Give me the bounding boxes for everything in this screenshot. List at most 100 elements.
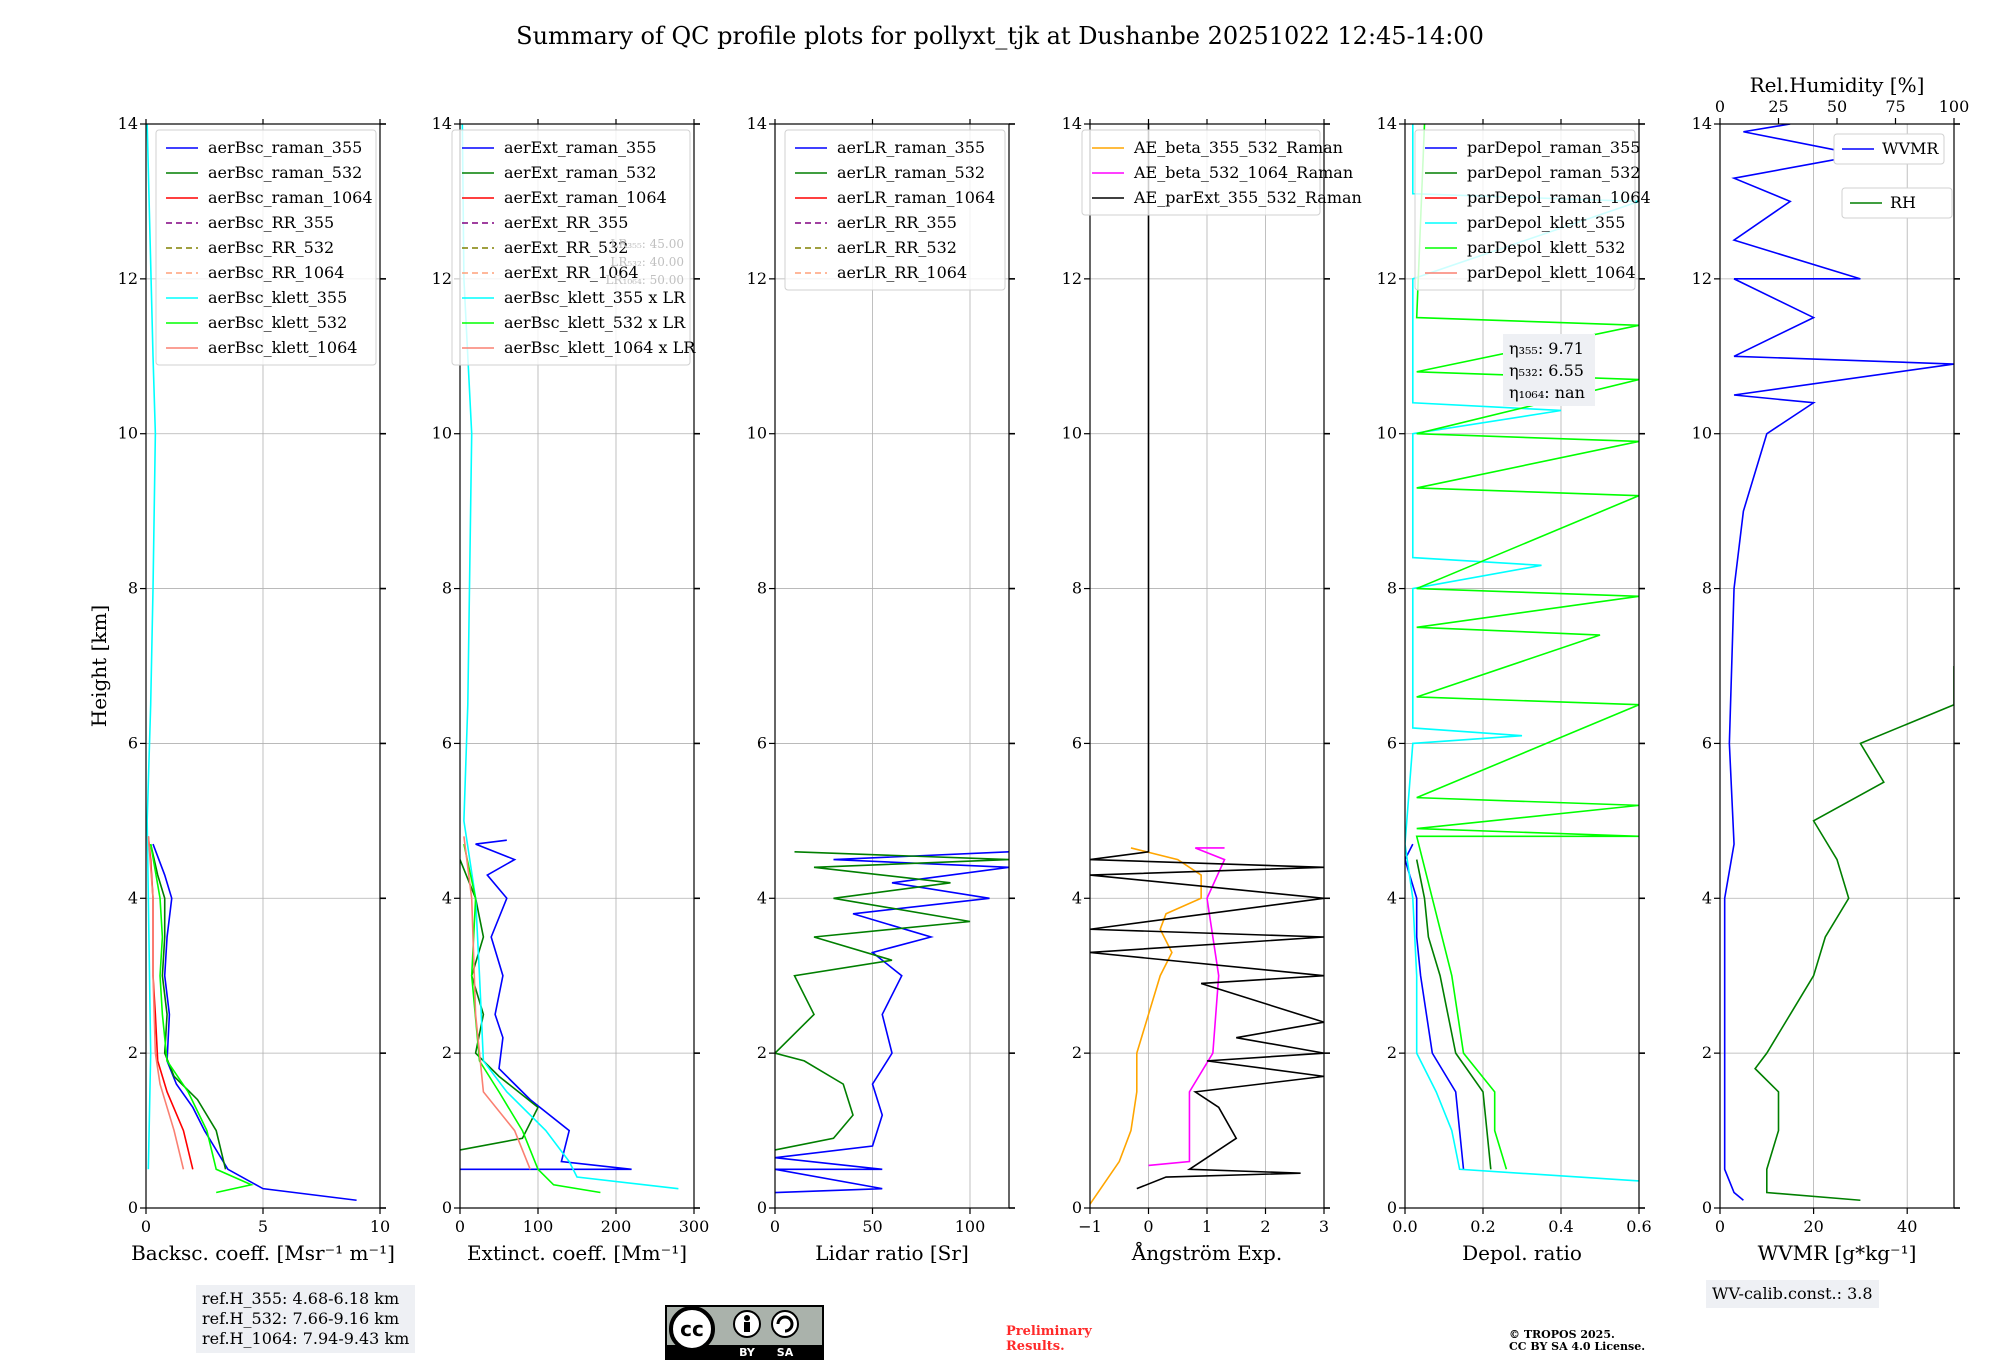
y-tick-label: 6 xyxy=(1702,733,1712,752)
y-tick-label: 14 xyxy=(1377,114,1397,133)
legend-label: AE_parExt_355_532_Raman xyxy=(1133,188,1362,207)
series-group xyxy=(1723,124,1954,1202)
sa-share-icon xyxy=(771,1310,799,1338)
legend-label: aerBsc_RR_1064 xyxy=(208,263,344,282)
y-tick-label: 4 xyxy=(442,888,452,907)
y-tick-label: 6 xyxy=(1387,733,1397,752)
series-group xyxy=(775,851,1009,1194)
series-AE_beta_355_532_Raman xyxy=(1090,847,1202,1205)
preliminary-results-note: Preliminary Results. xyxy=(1006,1324,1092,1354)
y-tick-label: 2 xyxy=(1072,1043,1082,1062)
y-tick-label: 6 xyxy=(442,733,452,752)
lidar-ratio-annotation: LR₅₃₂: 40.00 xyxy=(610,255,684,269)
x-tick-label: 0 xyxy=(770,1217,780,1236)
top-x-tick-label: 50 xyxy=(1827,97,1847,116)
panel-lidar-ratio xyxy=(769,119,1015,1214)
panel-extinction xyxy=(451,119,700,1214)
x-axis-label: Extinct. coeff. [Mm⁻¹] xyxy=(467,1241,687,1265)
legend-label: aerBsc_raman_532 xyxy=(208,163,362,182)
y-tick-label: 0 xyxy=(1072,1198,1082,1217)
series-aerBsc_raman_532 xyxy=(149,843,227,1170)
series-aerBsc_klett_532 x LR xyxy=(463,843,601,1194)
y-tick-label: 8 xyxy=(1702,579,1712,598)
y-tick-label: 0 xyxy=(128,1198,138,1217)
series-group xyxy=(146,124,357,1202)
x-tick-label: 0 xyxy=(455,1217,465,1236)
legend-box xyxy=(155,129,377,366)
y-tick-label: 0 xyxy=(1387,1198,1397,1217)
axes-frame xyxy=(1404,123,1640,1209)
y-axis-label: Height [km] xyxy=(87,605,111,727)
series-RH xyxy=(1754,666,1954,1202)
legend-label: aerBsc_raman_355 xyxy=(208,138,362,157)
x-tick-label: 300 xyxy=(679,1217,710,1236)
series-group xyxy=(1090,124,1324,1205)
y-tick-label: 0 xyxy=(757,1198,767,1217)
eta-annotation: η₃₅₅: 9.71 xyxy=(1509,339,1584,358)
y-tick-label: 14 xyxy=(1692,114,1712,133)
x-axis-label: Ångström Exp. xyxy=(1131,1240,1282,1265)
y-tick-label: 4 xyxy=(1702,888,1712,907)
y-tick-label: 10 xyxy=(1692,424,1712,443)
series-aerBsc_klett_1064 xyxy=(147,836,185,1170)
legend-box xyxy=(1841,187,1953,219)
top-x-tick-label: 75 xyxy=(1885,97,1905,116)
x-tick-label: 0.0 xyxy=(1392,1217,1417,1236)
y-tick-label: 10 xyxy=(432,424,452,443)
legend-label: aerBsc_klett_1064 xyxy=(208,338,357,357)
legend-label: aerBsc_klett_532 x LR xyxy=(504,313,686,332)
x-axis-label: WVMR [g*kg⁻¹] xyxy=(1758,1241,1917,1265)
cc-circle-icon xyxy=(669,1306,715,1352)
reference-height-box: ref.H_355: 4.68-6.18 km ref.H_532: 7.66-… xyxy=(196,1285,416,1353)
y-tick-label: 10 xyxy=(118,424,138,443)
cc-text: cc xyxy=(680,1317,704,1341)
legend-label: aerExt_raman_1064 xyxy=(504,188,667,207)
sa-label: SA xyxy=(777,1346,794,1359)
series-parDepol_raman_532 xyxy=(1415,859,1492,1170)
y-tick-label: 0 xyxy=(442,1198,452,1217)
y-tick-label: 2 xyxy=(1702,1043,1712,1062)
y-tick-label: 6 xyxy=(757,733,767,752)
x-tick-label: 3 xyxy=(1319,1217,1329,1236)
cc-by-sa-icon: cc BY SA xyxy=(665,1305,825,1365)
y-tick-label: 2 xyxy=(128,1043,138,1062)
wv-calibration-box: WV-calib.const.: 3.8 xyxy=(1706,1280,1879,1308)
legend-label: aerLR_RR_355 xyxy=(837,213,957,232)
x-tick-label: 40 xyxy=(1897,1217,1917,1236)
legend-label: aerBsc_raman_1064 xyxy=(208,188,373,207)
x-tick-label: 200 xyxy=(601,1217,632,1236)
legend-label: parDepol_klett_532 xyxy=(1467,238,1625,257)
y-tick-label: 2 xyxy=(757,1043,767,1062)
series-group xyxy=(1405,124,1639,1182)
y-tick-label: 10 xyxy=(747,424,767,443)
x-axis-label: Backsc. coeff. [Msr⁻¹ m⁻¹] xyxy=(131,1241,395,1265)
top-x-tick-label: 0 xyxy=(1715,97,1725,116)
y-tick-label: 6 xyxy=(128,733,138,752)
legend-label: aerBsc_klett_355 x LR xyxy=(504,288,686,307)
series-aerBsc_klett_355 xyxy=(146,124,157,1170)
panel-backscatter xyxy=(140,119,386,1214)
legend-label: aerBsc_klett_355 xyxy=(208,288,347,307)
y-tick-label: 10 xyxy=(1062,424,1082,443)
series-AE_parExt_355_532_Raman xyxy=(1090,124,1324,1190)
eta-annotation: η₅₃₂: 6.55 xyxy=(1509,361,1584,380)
axes-frame xyxy=(1719,123,1955,1209)
y-tick-label: 12 xyxy=(1692,269,1712,288)
x-tick-label: 0.4 xyxy=(1548,1217,1573,1236)
legend-box xyxy=(451,129,691,366)
y-tick-label: 8 xyxy=(757,579,767,598)
series-parDepol_klett_355 xyxy=(1405,124,1639,1182)
series-aerLR_raman_532 xyxy=(775,851,1009,1151)
legend-box xyxy=(1414,129,1636,291)
series-parDepol_raman_355 xyxy=(1405,843,1465,1170)
y-tick-label: 14 xyxy=(432,114,452,133)
eta-annotation: η₁₀₆₄: nan xyxy=(1509,383,1585,402)
legend-label: parDepol_klett_1064 xyxy=(1467,263,1636,282)
x-tick-label: 0 xyxy=(141,1217,151,1236)
y-tick-label: 0 xyxy=(1702,1198,1712,1217)
series-AE_beta_532_1064_Raman xyxy=(1148,847,1226,1167)
legend-label: aerLR_RR_532 xyxy=(837,238,957,257)
y-tick-label: 2 xyxy=(1387,1043,1397,1062)
x-tick-label: −1 xyxy=(1078,1217,1102,1236)
